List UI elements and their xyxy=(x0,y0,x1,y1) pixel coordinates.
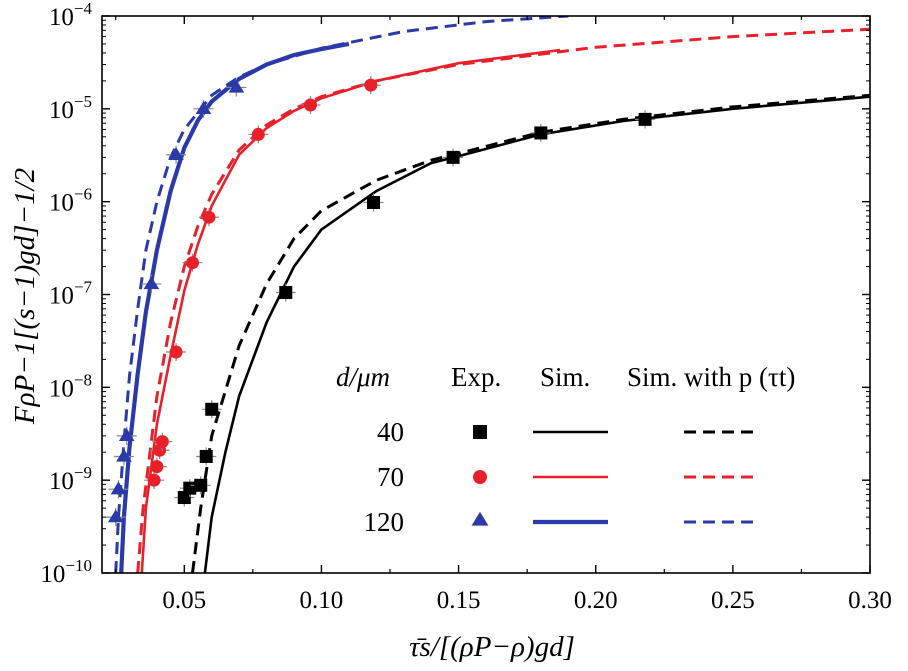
legend-header-sim-p: Sim. with p (τt) xyxy=(627,362,795,392)
data-point-40 xyxy=(279,286,293,300)
data-point-40 xyxy=(446,150,460,164)
data-point-40 xyxy=(638,112,652,126)
x-axis: 0.05 0.10 0.15 0.20 0.25 0.30 xyxy=(115,16,892,614)
legend-label-40: 40 xyxy=(377,417,404,447)
y-axis: 10−4 10−5 10−6 10−7 10−8 10−9 10−10 xyxy=(40,0,870,588)
legend-label-120: 120 xyxy=(364,507,405,537)
data-point-120 xyxy=(228,79,245,93)
x-tick-label: 0.10 xyxy=(300,587,344,614)
sim-curve-120 xyxy=(119,41,350,573)
data-point-120 xyxy=(116,448,132,462)
legend-label-70: 70 xyxy=(377,462,404,492)
legend-header-exp: Exp. xyxy=(451,362,501,392)
legend-marker-40 xyxy=(473,425,487,439)
x-tick-label: 0.20 xyxy=(574,587,618,614)
data-point-70 xyxy=(169,345,183,359)
y-tick-label: 10−10 xyxy=(40,556,92,588)
legend-header-d: d/μm xyxy=(336,362,390,392)
y-tick-label: 10−9 xyxy=(49,463,92,495)
data-point-40 xyxy=(194,478,208,492)
data-point-40 xyxy=(205,402,219,416)
data-point-120 xyxy=(110,481,127,495)
x-tick-label: 0.05 xyxy=(162,587,206,614)
markers-layer xyxy=(105,76,656,527)
data-point-40 xyxy=(199,449,213,463)
data-point-70 xyxy=(150,460,164,474)
data-point-70 xyxy=(364,78,378,92)
data-point-120 xyxy=(107,509,124,523)
data-point-70 xyxy=(147,473,161,487)
data-point-120 xyxy=(143,276,160,290)
data-point-120 xyxy=(118,428,135,442)
sim-curve-40 xyxy=(203,95,870,573)
y-tick-label: 10−6 xyxy=(49,185,92,217)
data-point-70 xyxy=(202,210,216,224)
legend-marker-70 xyxy=(473,470,487,484)
x-tick-label: 0.25 xyxy=(711,587,755,614)
legend-marker-120 xyxy=(471,511,489,526)
data-point-120 xyxy=(195,101,212,115)
legend: d/μm Exp. Sim. Sim. with p (τt) 40 70 120 xyxy=(336,362,795,537)
data-point-70 xyxy=(155,435,169,449)
y-tick-label: 10−8 xyxy=(49,370,92,402)
x-axis-title: τ̄s/[(ρP−ρ)gd] xyxy=(409,631,575,663)
sim-p-curve-120 xyxy=(114,16,569,573)
x-tick-label: 0.30 xyxy=(848,587,892,614)
legend-header-sim: Sim. xyxy=(540,362,590,392)
data-point-70 xyxy=(303,98,317,112)
data-point-120 xyxy=(168,147,184,160)
y-tick-label: 10−5 xyxy=(49,92,92,124)
y-tick-label: 10−7 xyxy=(49,278,93,310)
data-point-40 xyxy=(534,126,548,140)
y-tick-label: 10−4 xyxy=(49,0,93,31)
data-point-70 xyxy=(186,256,200,270)
x-tick-label: 0.15 xyxy=(437,587,481,614)
data-point-40 xyxy=(367,195,381,209)
y-axis-title: FρP−1[(s−1)gd]−1/2 xyxy=(9,168,41,425)
data-point-70 xyxy=(251,127,265,141)
sim-p-curve-40 xyxy=(191,93,870,573)
